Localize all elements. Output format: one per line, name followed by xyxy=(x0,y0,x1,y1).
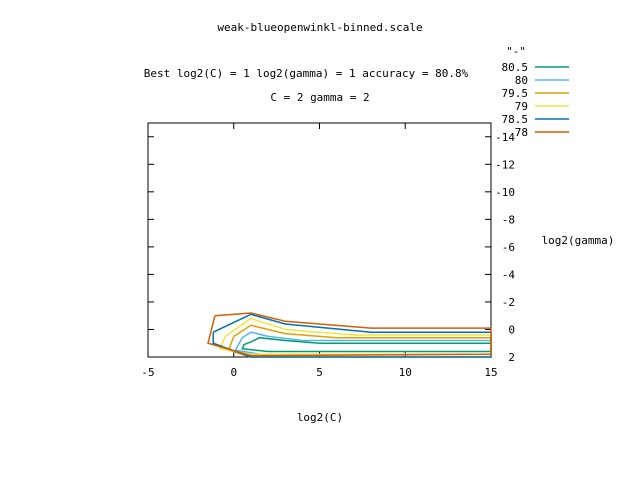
chart-subtitle-1: Best log2(C) = 1 log2(gamma) = 1 accurac… xyxy=(144,67,469,80)
y-axis-label: log2(gamma) xyxy=(542,234,615,247)
y-tick-label: 2 xyxy=(508,351,515,364)
legend-label: 80.5 xyxy=(502,61,529,74)
y-tick-label: -4 xyxy=(502,268,516,281)
chart-title: weak-blueopenwinkl-binned.scale xyxy=(217,21,422,34)
y-tick-label: -14 xyxy=(495,131,515,144)
x-tick-label: 15 xyxy=(484,366,497,379)
plot-frame xyxy=(147,122,492,358)
y-axis: -14 -12 -10 -8 -6 -4 -2 0 2 xyxy=(148,131,515,364)
y-tick-label: -12 xyxy=(495,158,515,171)
contour-line-79 xyxy=(218,317,492,355)
x-tick-label: -5 xyxy=(141,366,154,379)
y-tick-label: -6 xyxy=(502,241,515,254)
legend-label: 79.5 xyxy=(502,87,529,100)
legend-label: 78 xyxy=(515,126,528,139)
legend-label: 79 xyxy=(515,100,528,113)
y-tick-label: -10 xyxy=(495,186,515,199)
x-tick-label: 10 xyxy=(399,366,412,379)
legend-title: "-" xyxy=(506,45,526,58)
x-tick-label: 0 xyxy=(230,366,237,379)
contour-lines xyxy=(207,312,492,358)
contour-line-78 xyxy=(207,312,492,357)
legend-label: 80 xyxy=(515,74,528,87)
y-tick-label: 0 xyxy=(508,323,515,336)
x-tick-label: 5 xyxy=(316,366,323,379)
legend-label: 78.5 xyxy=(502,113,529,126)
y-tick-label: -2 xyxy=(502,296,515,309)
chart-subtitle-2: C = 2 gamma = 2 xyxy=(270,91,369,104)
x-axis-label: log2(C) xyxy=(297,411,343,424)
y-tick-label: -8 xyxy=(502,213,515,226)
